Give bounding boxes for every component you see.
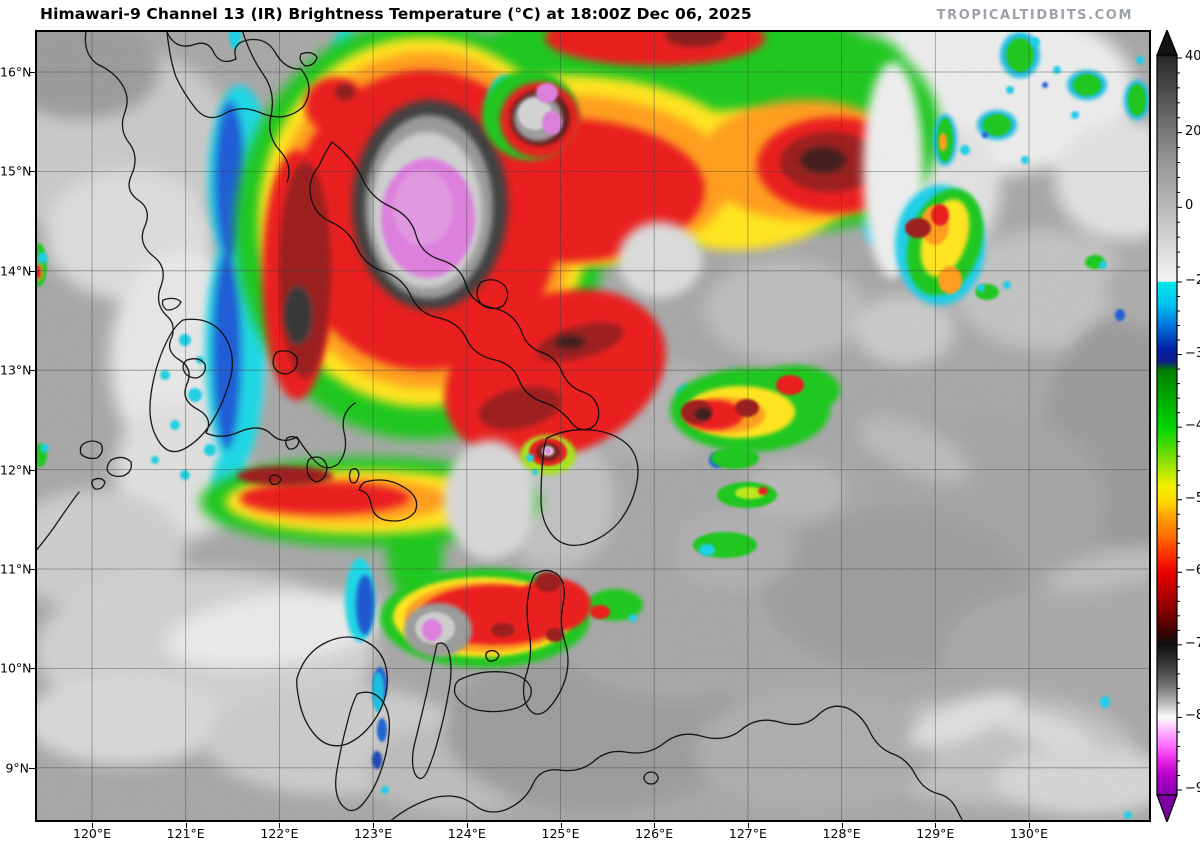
coastlines	[35, 30, 965, 822]
colorbar-tick-label: 20	[1185, 123, 1200, 139]
colorbar-tick-label: −20	[1185, 272, 1200, 288]
lon-tick-label: 127°E	[728, 826, 767, 841]
lat-tick-label: 13°N	[0, 362, 32, 378]
satellite-map	[35, 30, 1151, 822]
lat-tick-label: 10°N	[0, 660, 32, 676]
lon-tick-label: 125°E	[541, 826, 580, 841]
colorbar-tick-label: −80	[1185, 708, 1200, 724]
colorbar-tick-label: −60	[1185, 563, 1200, 579]
colorbar-tick-label: −30	[1185, 345, 1200, 361]
lat-tick-label: 15°N	[0, 163, 32, 179]
lon-tick-label: 120°E	[72, 826, 112, 841]
lon-tick-label: 122°E	[260, 826, 299, 841]
lon-tick-label: 124°E	[447, 826, 486, 841]
colorbar-tick-label: 0	[1185, 198, 1194, 214]
lon-tick-label: 130°E	[1009, 826, 1049, 841]
colorbar-ticks	[1177, 57, 1182, 791]
ir-imagery	[35, 30, 1151, 822]
colorbar-tick-label: −50	[1185, 490, 1200, 506]
colorbar-gradient-bar	[1156, 54, 1178, 796]
map-frame	[35, 30, 1151, 822]
lon-tick-label: 129°E	[916, 826, 955, 841]
lat-tick-label: 9°N	[5, 760, 29, 776]
lon-tick-label: 121°E	[166, 826, 205, 841]
colorbar-tick-label: −40	[1185, 418, 1200, 434]
colorbar-under-arrow	[1156, 794, 1178, 824]
lon-tick-label: 128°E	[822, 826, 861, 841]
temperature-colorbar: 40 20 0 −20 −30 −40 −50 −60 −70 −80 −90	[1155, 28, 1200, 824]
colorbar-graphic	[1156, 28, 1182, 824]
lat-tick-label: 14°N	[0, 263, 32, 279]
colorbar-tick-label: −90	[1185, 780, 1200, 796]
colorbar-tick-label: −70	[1185, 635, 1200, 651]
watermark: TROPICALTIDBITS.COM	[936, 8, 1133, 23]
lat-tick-label: 12°N	[0, 462, 32, 478]
gridlines	[35, 30, 1151, 822]
lon-tick-label: 126°E	[635, 826, 674, 841]
lat-tick-label: 11°N	[0, 561, 32, 577]
colorbar-over-arrow	[1156, 28, 1178, 56]
lon-tick-label: 123°E	[354, 826, 393, 841]
colorbar-tick-label: 40	[1185, 49, 1200, 64]
page-title: Himawari-9 Channel 13 (IR) Brightness Te…	[40, 5, 752, 23]
lat-tick-label: 16°N	[0, 64, 32, 80]
